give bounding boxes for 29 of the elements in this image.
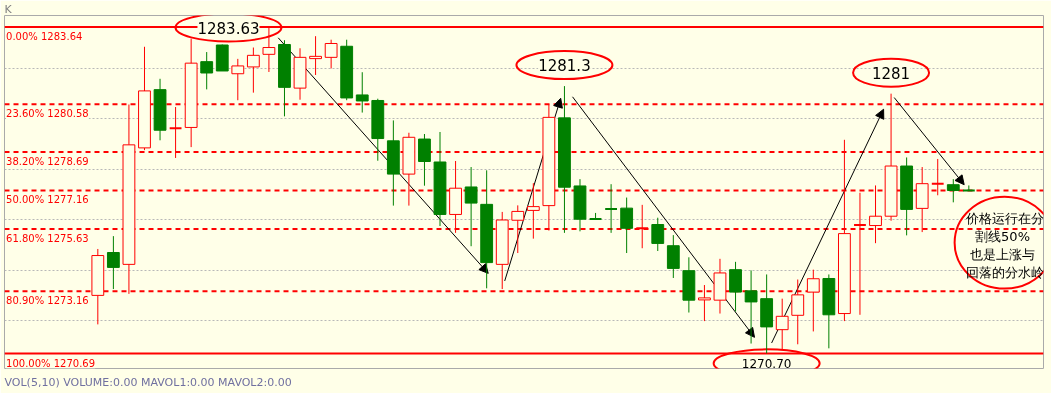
ref-line-label: 0.00% 1283.64: [6, 31, 83, 43]
candlestick: [355, 71, 369, 114]
candlestick: [464, 166, 478, 247]
ref-line-label: 80.90% 1273.16: [6, 295, 89, 307]
annotation: 1270.70: [741, 356, 792, 371]
candlestick: [418, 133, 431, 187]
candlestick: [246, 47, 260, 94]
candlestick: [200, 51, 214, 90]
candlestick: [729, 261, 742, 313]
candlestick: [231, 58, 245, 101]
text: K: [4, 2, 13, 16]
candlestick: [666, 234, 680, 279]
ref-line-label: 50.00% 1277.16: [6, 194, 89, 206]
annotation: 1281.3: [538, 57, 591, 76]
ref-line-label: 38.20% 1278.69: [6, 155, 89, 167]
ref-line-label: 100.00% 1270.69: [6, 357, 96, 369]
ref-line-label: 61.80% 1275.63: [6, 233, 89, 245]
candlestick: [651, 217, 665, 252]
candlestick: [620, 197, 634, 254]
candlestick: [309, 35, 322, 76]
candlestick: [106, 235, 120, 290]
candlestick: [324, 39, 338, 69]
candlestick: [604, 183, 619, 234]
annotation: 1283.63: [197, 19, 260, 38]
text: VOL(5,10) VOLUME:0.00 MAVOL1:0.00 MAVOL2:0.00: [4, 375, 292, 389]
annotation: 价格运行在分割线50% 也是上涨与回落的分水岭: [964, 210, 1044, 280]
annotation: 1281: [871, 64, 911, 83]
candlestick: [946, 178, 960, 203]
ref-line-label: 23.60% 1280.58: [6, 108, 89, 120]
